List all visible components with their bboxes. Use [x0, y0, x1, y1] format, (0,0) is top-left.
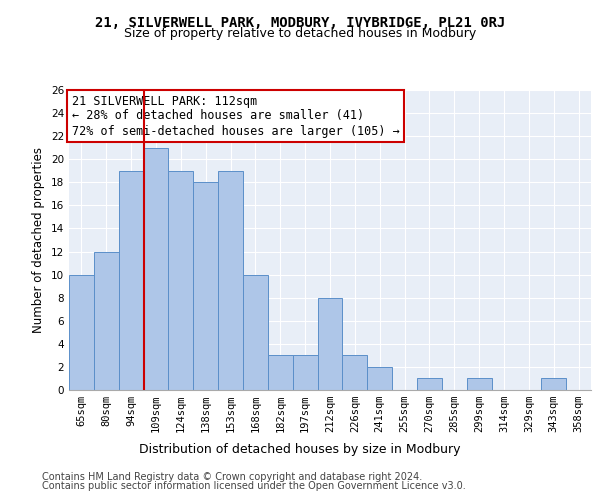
Bar [193, 182, 218, 390]
Text: 21 SILVERWELL PARK: 112sqm
← 28% of detached houses are smaller (41)
72% of semi: 21 SILVERWELL PARK: 112sqm ← 28% of deta… [71, 94, 400, 138]
Bar [243, 274, 268, 390]
Text: Contains HM Land Registry data © Crown copyright and database right 2024.: Contains HM Land Registry data © Crown c… [42, 472, 422, 482]
Bar [467, 378, 491, 390]
Bar [317, 298, 343, 390]
Bar [119, 171, 143, 390]
Text: Distribution of detached houses by size in Modbury: Distribution of detached houses by size … [139, 442, 461, 456]
Bar [293, 356, 317, 390]
Bar [94, 252, 119, 390]
Text: 21, SILVERWELL PARK, MODBURY, IVYBRIDGE, PL21 0RJ: 21, SILVERWELL PARK, MODBURY, IVYBRIDGE,… [95, 16, 505, 30]
Bar [343, 356, 367, 390]
Bar [541, 378, 566, 390]
Y-axis label: Number of detached properties: Number of detached properties [32, 147, 46, 333]
Bar [367, 367, 392, 390]
Bar [69, 274, 94, 390]
Bar [143, 148, 169, 390]
Bar [417, 378, 442, 390]
Bar [169, 171, 193, 390]
Text: Contains public sector information licensed under the Open Government Licence v3: Contains public sector information licen… [42, 481, 466, 491]
Text: Size of property relative to detached houses in Modbury: Size of property relative to detached ho… [124, 28, 476, 40]
Bar [268, 356, 293, 390]
Bar [218, 171, 243, 390]
